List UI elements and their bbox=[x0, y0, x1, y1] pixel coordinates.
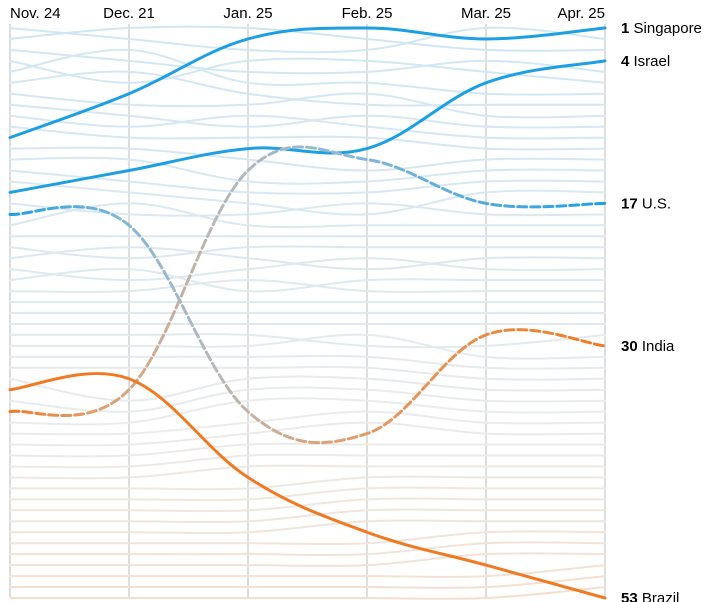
x-tick-label: Feb. 25 bbox=[342, 5, 393, 22]
x-tick-label: Apr. 25 bbox=[557, 5, 605, 22]
end-label-rank: 53 bbox=[621, 590, 642, 602]
bg-line bbox=[10, 587, 605, 599]
x-tick-label: Mar. 25 bbox=[461, 5, 511, 22]
end-label: 53 Brazil bbox=[621, 590, 679, 602]
bg-line bbox=[10, 335, 605, 359]
end-label: 1 Singapore bbox=[621, 20, 702, 37]
x-tick-label: Dec. 21 bbox=[103, 5, 155, 22]
end-label: 30 India bbox=[621, 338, 675, 355]
end-label: 4 Israel bbox=[621, 53, 670, 70]
end-label: 17 U.S. bbox=[621, 195, 671, 212]
bg-line bbox=[10, 576, 605, 588]
highlight-line-us bbox=[10, 147, 605, 416]
bg-line bbox=[10, 269, 605, 291]
end-label-rank: 4 bbox=[621, 53, 634, 70]
end-label-rank: 30 bbox=[621, 338, 642, 355]
bg-line bbox=[10, 50, 605, 73]
x-tick-label: Nov. 24 bbox=[10, 5, 61, 22]
bg-line bbox=[10, 28, 605, 52]
end-label-name: India bbox=[642, 338, 675, 355]
end-label-name: Israel bbox=[634, 53, 671, 70]
bg-line bbox=[10, 488, 605, 501]
bg-line bbox=[10, 105, 605, 128]
end-label-rank: 1 bbox=[621, 20, 634, 37]
x-tick-label: Jan. 25 bbox=[223, 5, 272, 22]
bump-chart: Nov. 24 Dec. 21 Jan. 25 Feb. 25 Mar. 25 Apr. … bbox=[0, 0, 705, 602]
bg-line bbox=[10, 412, 605, 435]
end-label-name: U.S. bbox=[642, 195, 671, 212]
bg-line bbox=[10, 280, 605, 292]
bg-line bbox=[10, 72, 605, 106]
end-label-name: Singapore bbox=[634, 20, 702, 37]
end-label-rank: 17 bbox=[621, 195, 642, 212]
bg-line bbox=[10, 565, 605, 577]
bg-line bbox=[10, 247, 605, 269]
background-lines bbox=[10, 27, 605, 599]
chart-svg: Nov. 24 Dec. 21 Jan. 25 Feb. 25 Mar. 25 Apr. … bbox=[0, 0, 705, 602]
end-label-name: Brazil bbox=[642, 590, 680, 602]
bg-line bbox=[10, 509, 605, 522]
